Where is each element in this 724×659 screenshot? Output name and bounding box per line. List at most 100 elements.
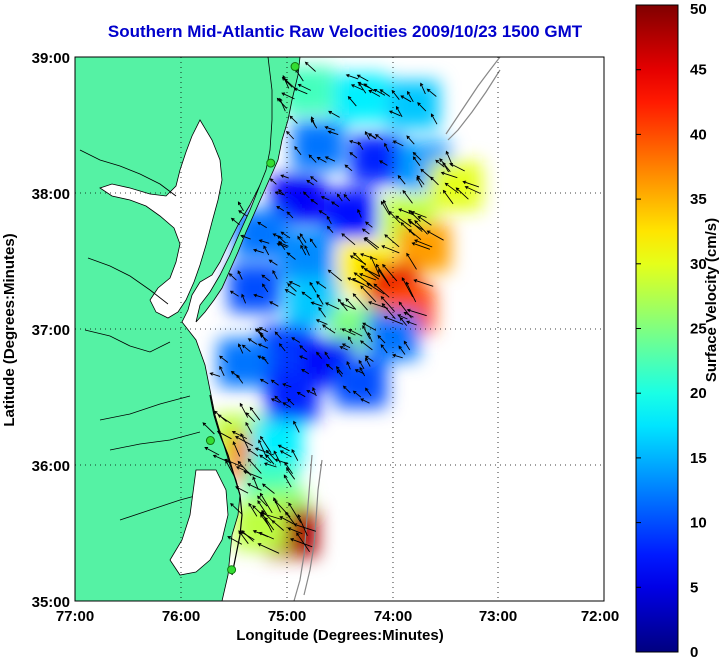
velocity-arrow	[327, 130, 339, 136]
velocity-arrow	[284, 461, 293, 475]
velocity-arrow	[260, 435, 272, 454]
velocity-arrow	[383, 316, 404, 325]
velocity-arrow	[430, 113, 438, 125]
velocity-arrow	[274, 191, 284, 196]
velocity-arrow	[257, 343, 269, 349]
velocity-arrow	[354, 369, 365, 375]
velocity-arrow	[318, 306, 326, 318]
velocity-arrow	[268, 259, 278, 266]
velocity-arrow	[234, 436, 254, 447]
velocity-arrow	[278, 189, 286, 196]
velocity-arrow	[231, 431, 247, 440]
velocity-arrow	[399, 316, 408, 326]
velocity-arrow	[261, 274, 270, 282]
velocity-arrow	[297, 235, 304, 246]
velocity-arrow	[277, 235, 286, 244]
velocity-arrow	[420, 82, 426, 95]
velocity-arrow	[291, 448, 299, 461]
velocity-arrow	[274, 331, 282, 340]
velocity-arrow	[400, 222, 415, 236]
velocity-arrow	[247, 458, 262, 474]
velocity-arrow	[358, 273, 377, 281]
colorbar-tick-label: 45	[690, 62, 707, 79]
velocity-arrow	[281, 92, 295, 100]
velocity-arrow	[331, 201, 340, 207]
velocity-arrow	[341, 328, 356, 336]
velocity-arrow	[301, 369, 310, 375]
velocity-arrow	[340, 302, 355, 310]
x-tick-label: 73:00	[479, 608, 517, 625]
velocity-arrow	[352, 252, 367, 266]
velocity-arrow	[245, 421, 253, 434]
y-tick-label: 38:00	[32, 186, 70, 203]
colorbar-tick-label: 40	[690, 126, 707, 143]
velocity-arrow	[257, 543, 280, 554]
station-marker	[205, 436, 215, 446]
velocity-arrow	[362, 322, 377, 331]
velocity-cell	[366, 311, 419, 360]
velocity-arrow	[349, 139, 359, 145]
velocity-arrow	[360, 285, 377, 303]
velocity-arrow	[366, 282, 385, 295]
velocity-arrow	[237, 460, 252, 477]
velocity-arrow	[297, 83, 311, 91]
velocity-arrow	[344, 164, 353, 172]
velocity-arrow	[392, 140, 404, 147]
velocity-arrow	[322, 324, 336, 334]
velocity-arrow	[464, 185, 481, 194]
velocity-arrow	[240, 234, 251, 240]
velocity-arrow	[235, 466, 250, 474]
velocity-arrow	[402, 189, 413, 204]
velocity-arrow	[237, 201, 244, 212]
velocity-arrow	[273, 497, 281, 513]
velocity-arrow	[261, 356, 269, 365]
velocity-arrow	[309, 238, 317, 248]
velocity-arrow	[395, 105, 403, 118]
velocity-arrow	[261, 511, 273, 533]
velocity-arrow	[278, 343, 286, 352]
velocity-arrow	[318, 210, 327, 216]
velocity-arrow	[310, 118, 318, 129]
velocity-arrow	[365, 357, 371, 367]
velocity-arrow	[241, 293, 247, 304]
y-axis-label: Latitude (Degrees:Minutes)	[1, 233, 18, 426]
station-marker	[266, 158, 276, 168]
velocity-arrow	[230, 217, 240, 226]
velocity-arrow	[367, 331, 373, 343]
x-tick-label: 75:00	[268, 608, 306, 625]
velocity-arrow	[258, 531, 274, 540]
velocity-arrow	[397, 314, 408, 320]
velocity-arrow	[412, 156, 421, 166]
velocity-arrow	[308, 154, 317, 163]
velocity-arrow	[417, 215, 432, 226]
velocity-arrow	[228, 273, 237, 281]
velocity-arrow	[279, 97, 286, 112]
velocity-arrow	[406, 320, 417, 326]
velocity-arrow	[360, 253, 378, 260]
velocity-arrow	[236, 374, 244, 384]
velocity-arrow	[216, 430, 232, 440]
velocity-arrow	[406, 252, 417, 270]
velocity-arrow	[328, 110, 340, 118]
chesapeake-bay	[99, 119, 223, 319]
velocity-arrow	[274, 395, 282, 403]
velocity-arrow	[407, 90, 414, 103]
velocity-arrow	[279, 516, 294, 525]
velocity-arrow	[440, 171, 458, 179]
velocity-arrow	[219, 355, 229, 363]
velocity-arrow	[449, 162, 465, 172]
velocity-arrow	[289, 538, 313, 548]
velocity-arrow	[398, 208, 414, 216]
velocity-arrow	[345, 297, 357, 310]
velocity-arrow	[279, 450, 292, 458]
velocity-arrow	[341, 233, 356, 246]
velocity-arrow	[367, 301, 389, 309]
velocity-arrow	[397, 174, 406, 185]
velocity-arrow	[299, 344, 308, 353]
velocity-arrow	[237, 343, 244, 354]
velocity-arrow	[304, 245, 310, 256]
velocity-arrow	[377, 269, 391, 287]
velocity-arrow	[382, 199, 391, 215]
velocity-arrow	[252, 476, 259, 490]
